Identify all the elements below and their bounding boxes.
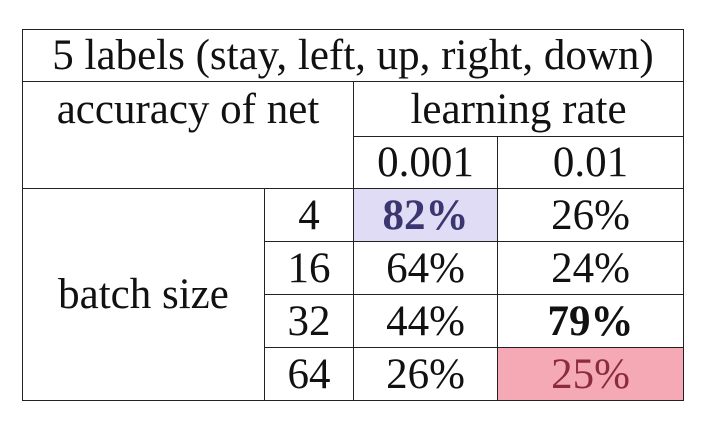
table-row: 16 64% 24% — [23, 241, 685, 295]
column-header-lr-001: 0.01 — [496, 136, 685, 189]
table-title: 5 labels (stay, left, up, right, down) — [21, 29, 685, 82]
accuracy-cell: 44% — [353, 294, 498, 348]
table-row: batch size 4 82% 26% — [22, 188, 685, 401]
accuracy-table: 5 labels (stay, left, up, right, down) a… — [21, 29, 685, 401]
column-header-lr-0001: 0.001 — [353, 136, 498, 189]
header-row: accuracy of net learning rate — [22, 81, 685, 137]
corner-empty-cell — [22, 136, 354, 189]
accuracy-cell-highlighted: 82% — [353, 188, 498, 242]
batch-size-cell: 64 — [264, 347, 354, 401]
accuracy-cell-marked: 25% — [496, 347, 685, 401]
title-row: 5 labels (stay, left, up, right, down) — [21, 29, 685, 82]
table-row: 64 26% 25% — [23, 347, 685, 401]
accuracy-cell-best: 79% — [496, 294, 685, 348]
column-header-row: 0.001 0.01 — [22, 136, 685, 189]
accuracy-cell: 64% — [353, 241, 498, 295]
corner-label: accuracy of net — [22, 81, 354, 137]
column-group-label: learning rate — [352, 81, 685, 137]
accuracy-cell: 26% — [353, 347, 498, 401]
batch-size-cell: 4 — [264, 188, 354, 242]
accuracy-cell: 24% — [496, 241, 685, 295]
accuracy-cell: 26% — [496, 188, 685, 242]
batch-size-cell: 16 — [264, 241, 354, 295]
batch-size-cell: 32 — [264, 294, 354, 348]
row-group-label: batch size — [22, 188, 265, 401]
